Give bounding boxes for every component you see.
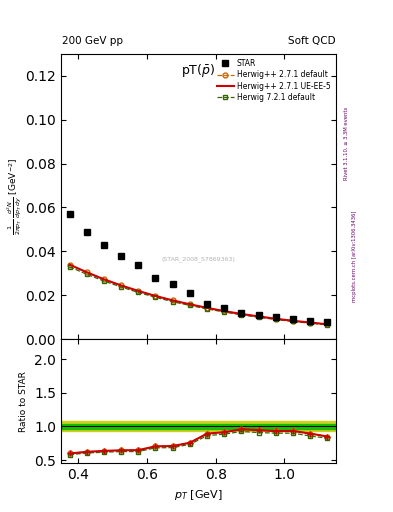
Legend: STAR, Herwig++ 2.7.1 default, Herwig++ 2.7.1 UE-EE-5, Herwig 7.2.1 default: STAR, Herwig++ 2.7.1 default, Herwig++ 2… <box>215 57 332 103</box>
STAR <box>187 290 192 296</box>
Herwig++ 2.7.1 default <box>119 282 123 288</box>
Herwig 7.2.1 default <box>205 306 209 312</box>
Text: pT($\bar{p}$): pT($\bar{p}$) <box>181 62 216 79</box>
STAR <box>136 262 141 268</box>
STAR <box>84 228 89 234</box>
Herwig++ 2.7.1 UE-EE-5 <box>119 282 123 288</box>
Herwig++ 2.7.1 default <box>101 276 106 282</box>
Herwig++ 2.7.1 UE-EE-5 <box>84 269 89 275</box>
Herwig 7.2.1 default <box>119 284 123 290</box>
Herwig++ 2.7.1 default <box>84 269 89 275</box>
Herwig++ 2.7.1 UE-EE-5 <box>239 311 244 317</box>
STAR <box>256 312 261 318</box>
Herwig++ 2.7.1 UE-EE-5 <box>205 305 209 311</box>
STAR <box>325 318 330 325</box>
Herwig++ 2.7.1 UE-EE-5 <box>170 297 175 304</box>
Herwig 7.2.1 default <box>222 309 227 315</box>
Herwig++ 2.7.1 default <box>291 318 296 324</box>
Line: STAR: STAR <box>66 210 331 325</box>
STAR <box>67 211 72 217</box>
Herwig 7.2.1 default <box>153 294 158 301</box>
Herwig++ 2.7.1 UE-EE-5 <box>308 319 312 326</box>
Herwig++ 2.7.1 UE-EE-5 <box>187 301 192 307</box>
Herwig++ 2.7.1 UE-EE-5 <box>67 262 72 268</box>
STAR <box>119 253 123 259</box>
Line: Herwig++ 2.7.1 UE-EE-5: Herwig++ 2.7.1 UE-EE-5 <box>70 265 327 324</box>
Herwig++ 2.7.1 UE-EE-5 <box>153 293 158 299</box>
Herwig++ 2.7.1 default <box>136 288 141 294</box>
Herwig++ 2.7.1 UE-EE-5 <box>136 288 141 294</box>
Herwig 7.2.1 default <box>136 289 141 295</box>
Herwig++ 2.7.1 default <box>187 301 192 307</box>
Text: Soft QCD: Soft QCD <box>288 36 335 46</box>
STAR <box>291 316 296 323</box>
Herwig++ 2.7.1 default <box>308 319 312 326</box>
Herwig++ 2.7.1 UE-EE-5 <box>325 321 330 327</box>
Herwig 7.2.1 default <box>101 278 106 284</box>
Herwig++ 2.7.1 UE-EE-5 <box>256 313 261 319</box>
Herwig++ 2.7.1 default <box>222 308 227 314</box>
STAR <box>101 242 106 248</box>
STAR <box>153 274 158 281</box>
STAR <box>222 306 227 312</box>
Herwig 7.2.1 default <box>187 303 192 309</box>
STAR <box>274 314 278 321</box>
Herwig++ 2.7.1 UE-EE-5 <box>222 308 227 314</box>
Herwig++ 2.7.1 default <box>239 311 244 317</box>
Herwig 7.2.1 default <box>84 271 89 278</box>
Herwig++ 2.7.1 UE-EE-5 <box>274 316 278 322</box>
Line: Herwig 7.2.1 default: Herwig 7.2.1 default <box>67 264 330 327</box>
Herwig++ 2.7.1 default <box>153 293 158 299</box>
Text: Rivet 3.1.10, ≥ 3.3M events: Rivet 3.1.10, ≥ 3.3M events <box>344 106 349 180</box>
Text: 200 GeV pp: 200 GeV pp <box>62 36 123 46</box>
Herwig++ 2.7.1 UE-EE-5 <box>101 276 106 282</box>
Line: Herwig++ 2.7.1 default: Herwig++ 2.7.1 default <box>67 262 330 327</box>
Text: mcplots.cern.ch [arXiv:1306.3436]: mcplots.cern.ch [arXiv:1306.3436] <box>352 210 357 302</box>
Y-axis label: $\frac{1}{2\pi p_T}\,\frac{d^2N}{dp_T\,dy}$ [GeV$^{-2}$]: $\frac{1}{2\pi p_T}\,\frac{d^2N}{dp_T\,d… <box>6 158 24 235</box>
Herwig 7.2.1 default <box>325 322 330 328</box>
Herwig 7.2.1 default <box>67 264 72 270</box>
Text: (STAR_2008_S7869363): (STAR_2008_S7869363) <box>162 257 235 262</box>
STAR <box>308 317 312 324</box>
Herwig++ 2.7.1 default <box>67 262 72 268</box>
Herwig 7.2.1 default <box>308 320 312 326</box>
Herwig++ 2.7.1 default <box>325 321 330 327</box>
STAR <box>205 301 209 307</box>
Herwig++ 2.7.1 UE-EE-5 <box>291 318 296 324</box>
Herwig++ 2.7.1 default <box>256 313 261 319</box>
STAR <box>239 310 244 316</box>
STAR <box>170 281 175 287</box>
Herwig 7.2.1 default <box>170 298 175 305</box>
Herwig 7.2.1 default <box>291 318 296 325</box>
Herwig++ 2.7.1 default <box>170 297 175 304</box>
Herwig 7.2.1 default <box>256 314 261 321</box>
Herwig++ 2.7.1 default <box>274 316 278 322</box>
Herwig 7.2.1 default <box>274 316 278 323</box>
X-axis label: $p_T$ [GeV]: $p_T$ [GeV] <box>174 488 223 502</box>
Y-axis label: Ratio to STAR: Ratio to STAR <box>20 371 29 432</box>
Herwig++ 2.7.1 default <box>205 305 209 311</box>
Herwig 7.2.1 default <box>239 312 244 318</box>
